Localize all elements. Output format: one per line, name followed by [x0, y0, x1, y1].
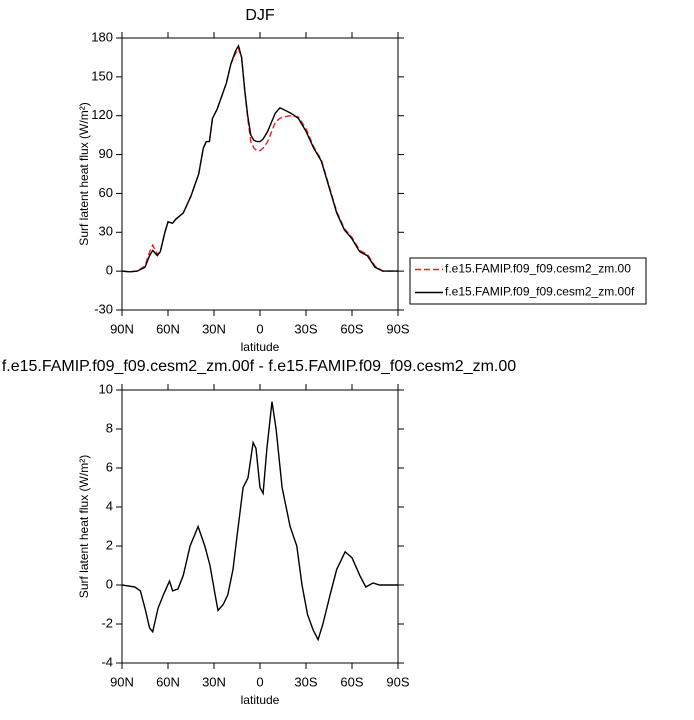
y-tick-label: 0	[106, 576, 113, 591]
y-tick-label: 2	[106, 537, 113, 552]
y-tick-label: 150	[91, 68, 113, 83]
x-axis-label: latitude	[241, 340, 280, 354]
plot-frame	[121, 389, 399, 664]
x-tick-label: 90S	[386, 321, 409, 336]
x-tick-label: 60N	[156, 674, 180, 689]
y-tick-label: 30	[99, 224, 113, 239]
y-tick-label: 6	[106, 459, 113, 474]
x-tick-label: 90N	[110, 321, 134, 336]
data-line	[121, 401, 398, 642]
x-tick-label: 60S	[340, 321, 363, 336]
x-tick-label: 30N	[202, 321, 226, 336]
x-tick-label: 90N	[110, 674, 134, 689]
y-tick-label: 120	[91, 107, 113, 122]
x-tick-label: 90S	[386, 674, 409, 689]
y-axis-label: Surf latent heat flux (W/m²)	[77, 102, 91, 245]
x-tick-label: 0	[256, 674, 263, 689]
y-tick-label: 10	[99, 381, 113, 396]
x-axis-label: latitude	[241, 693, 280, 707]
x-tick-label: 30N	[202, 674, 226, 689]
y-tick-label: 180	[91, 29, 113, 44]
y-tick-label: 90	[99, 146, 113, 161]
y-tick-label: 60	[99, 185, 113, 200]
legend-label: f.e15.FAMIP.f09_f09.cesm2_zm.00f	[445, 285, 635, 299]
y-tick-label: -2	[101, 615, 113, 630]
legend-label: f.e15.FAMIP.f09_f09.cesm2_zm.00	[445, 262, 631, 276]
y-tick-label: 8	[106, 420, 113, 435]
chart-title: f.e15.FAMIP.f09_f09.cesm2_zm.00f - f.e15…	[2, 358, 516, 375]
x-tick-label: 30S	[294, 321, 317, 336]
x-tick-label: 0	[256, 321, 263, 336]
y-tick-label: 0	[106, 263, 113, 278]
x-tick-label: 60N	[156, 321, 180, 336]
x-tick-label: 60S	[340, 674, 363, 689]
y-tick-label: 4	[106, 498, 113, 513]
x-tick-label: 30S	[294, 674, 317, 689]
chart-title: DJF	[245, 7, 275, 24]
y-tick-label: -4	[101, 654, 113, 669]
plot-frame	[121, 37, 399, 311]
legend-box	[409, 257, 647, 305]
y-tick-label: -30	[94, 301, 113, 316]
y-axis-label: Surf latent heat flux (W/m²)	[77, 455, 91, 598]
data-line	[121, 43, 398, 273]
